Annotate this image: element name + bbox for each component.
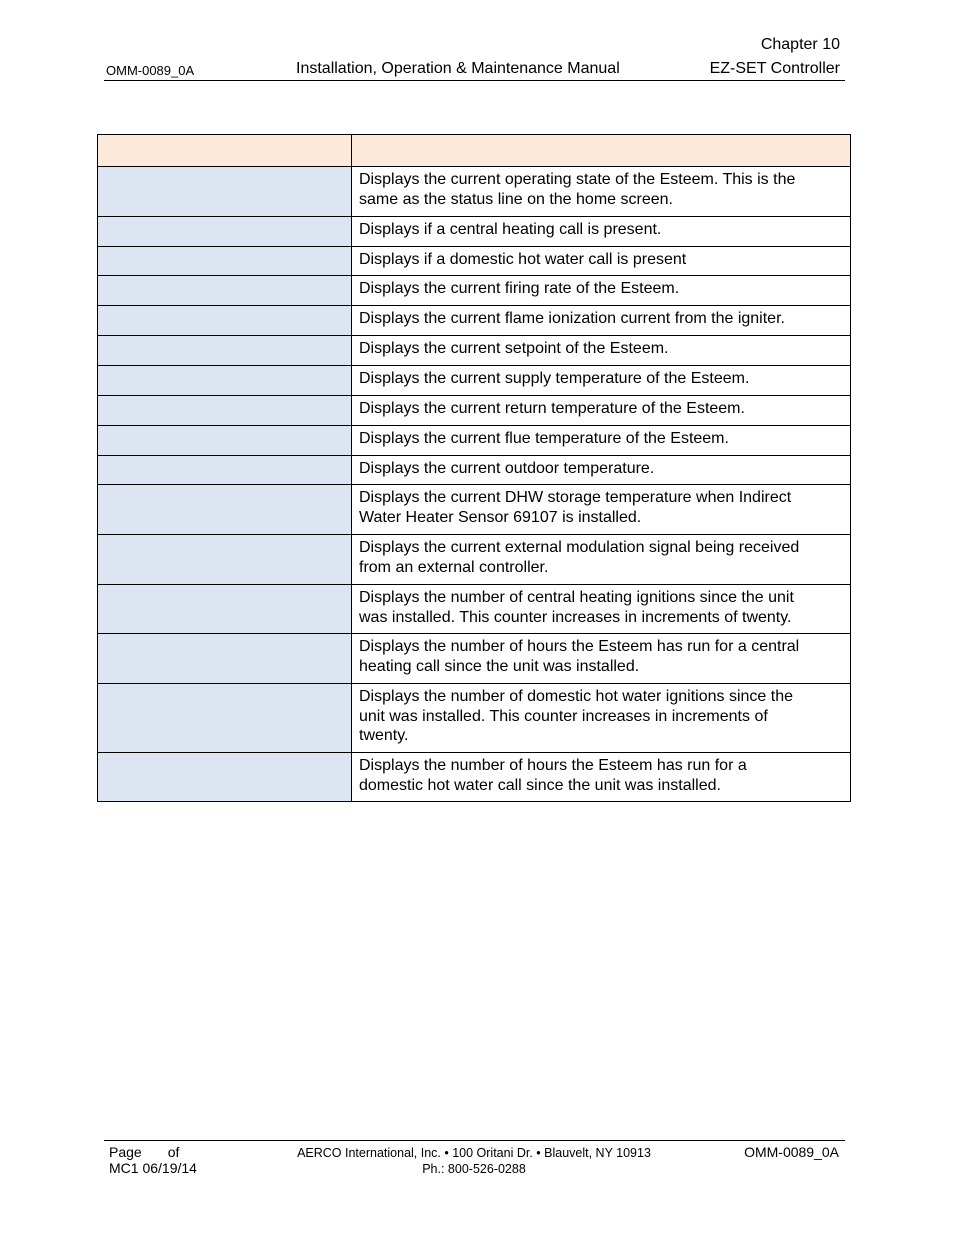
row-label — [97, 484, 352, 535]
revision: MC1 06/19/14 — [109, 1160, 197, 1176]
table-row: Displays the current firing rate of the … — [97, 275, 851, 306]
page-label: Page — [109, 1144, 142, 1160]
table-row: Displays the current flue temperature of… — [97, 425, 851, 456]
row-description: Displays the current firing rate of the … — [351, 275, 851, 306]
row-label — [97, 246, 352, 276]
row-description: Displays the current setpoint of the Est… — [351, 335, 851, 366]
row-label — [97, 216, 352, 247]
row-description: Displays the current DHW storage tempera… — [351, 484, 851, 535]
row-description: Displays if a central heating call is pr… — [351, 216, 851, 247]
page-number: Page of — [109, 1144, 179, 1160]
table-row: Displays the current return temperature … — [97, 395, 851, 426]
row-label — [97, 534, 352, 585]
row-label — [97, 365, 352, 396]
footer-divider — [104, 1140, 845, 1141]
row-description: Displays the current outdoor temperature… — [351, 455, 851, 485]
of-label: of — [167, 1144, 180, 1160]
company-address: AERCO International, Inc. • 100 Oritani … — [230, 1145, 718, 1177]
header-divider — [104, 80, 845, 81]
table-row: Displays the number of central heating i… — [97, 584, 851, 634]
row-label — [97, 305, 352, 336]
row-description: Displays the number of domestic hot wate… — [351, 683, 851, 753]
row-description: Displays the number of hours the Esteem … — [351, 633, 851, 684]
table-header-cell — [97, 134, 352, 167]
manual-title: Installation, Operation & Maintenance Ma… — [296, 60, 620, 77]
row-description: Displays the current flue temperature of… — [351, 425, 851, 456]
row-label — [97, 275, 352, 306]
doc-code: OMM-0089_0A — [106, 63, 195, 78]
row-description: Displays the number of central heating i… — [351, 584, 851, 634]
row-label — [97, 633, 352, 684]
address: AERCO International, Inc. • 100 Oritani … — [297, 1146, 651, 1160]
phone: Ph.: 800-526-0288 — [422, 1162, 526, 1176]
row-label — [97, 683, 352, 753]
table-row: Displays the current setpoint of the Est… — [97, 335, 851, 366]
row-description: Displays the current external modulation… — [351, 534, 851, 585]
table-row: Displays if a central heating call is pr… — [97, 216, 851, 247]
row-description: Displays if a domestic hot water call is… — [351, 246, 851, 276]
table-row: Displays the current supply temperature … — [97, 365, 851, 396]
row-description: Displays the current operating state of … — [351, 166, 851, 217]
row-label — [97, 425, 352, 456]
table-row: Displays the current operating state of … — [97, 166, 851, 217]
table-row: Displays the number of hours the Esteem … — [97, 633, 851, 684]
row-description: Displays the number of hours the Esteem … — [351, 752, 851, 802]
table-row: Displays the current flame ionization cu… — [97, 305, 851, 336]
table-header-cell — [351, 134, 851, 167]
chapter-label: Chapter 10 — [760, 36, 840, 53]
section-title: EZ-SET Controller — [709, 60, 840, 77]
footer-doc-code: OMM-0089_0A — [744, 1144, 839, 1160]
row-description: Displays the current return temperature … — [351, 395, 851, 426]
status-table: Displays the current operating state of … — [97, 134, 851, 802]
row-label — [97, 395, 352, 426]
row-label — [97, 166, 352, 217]
row-label — [97, 335, 352, 366]
row-label — [97, 584, 352, 634]
table-row: Displays the current outdoor temperature… — [97, 455, 851, 485]
row-description: Displays the current flame ionization cu… — [351, 305, 851, 336]
table-row: Displays the number of hours the Esteem … — [97, 752, 851, 802]
row-label — [97, 455, 352, 485]
table-row: Displays the current external modulation… — [97, 534, 851, 585]
table-row: Displays the number of domestic hot wate… — [97, 683, 851, 753]
table-row: Displays the current DHW storage tempera… — [97, 484, 851, 535]
row-description: Displays the current supply temperature … — [351, 365, 851, 396]
row-label — [97, 752, 352, 802]
table-row: Displays if a domestic hot water call is… — [97, 246, 851, 276]
table-header-row — [97, 134, 851, 167]
